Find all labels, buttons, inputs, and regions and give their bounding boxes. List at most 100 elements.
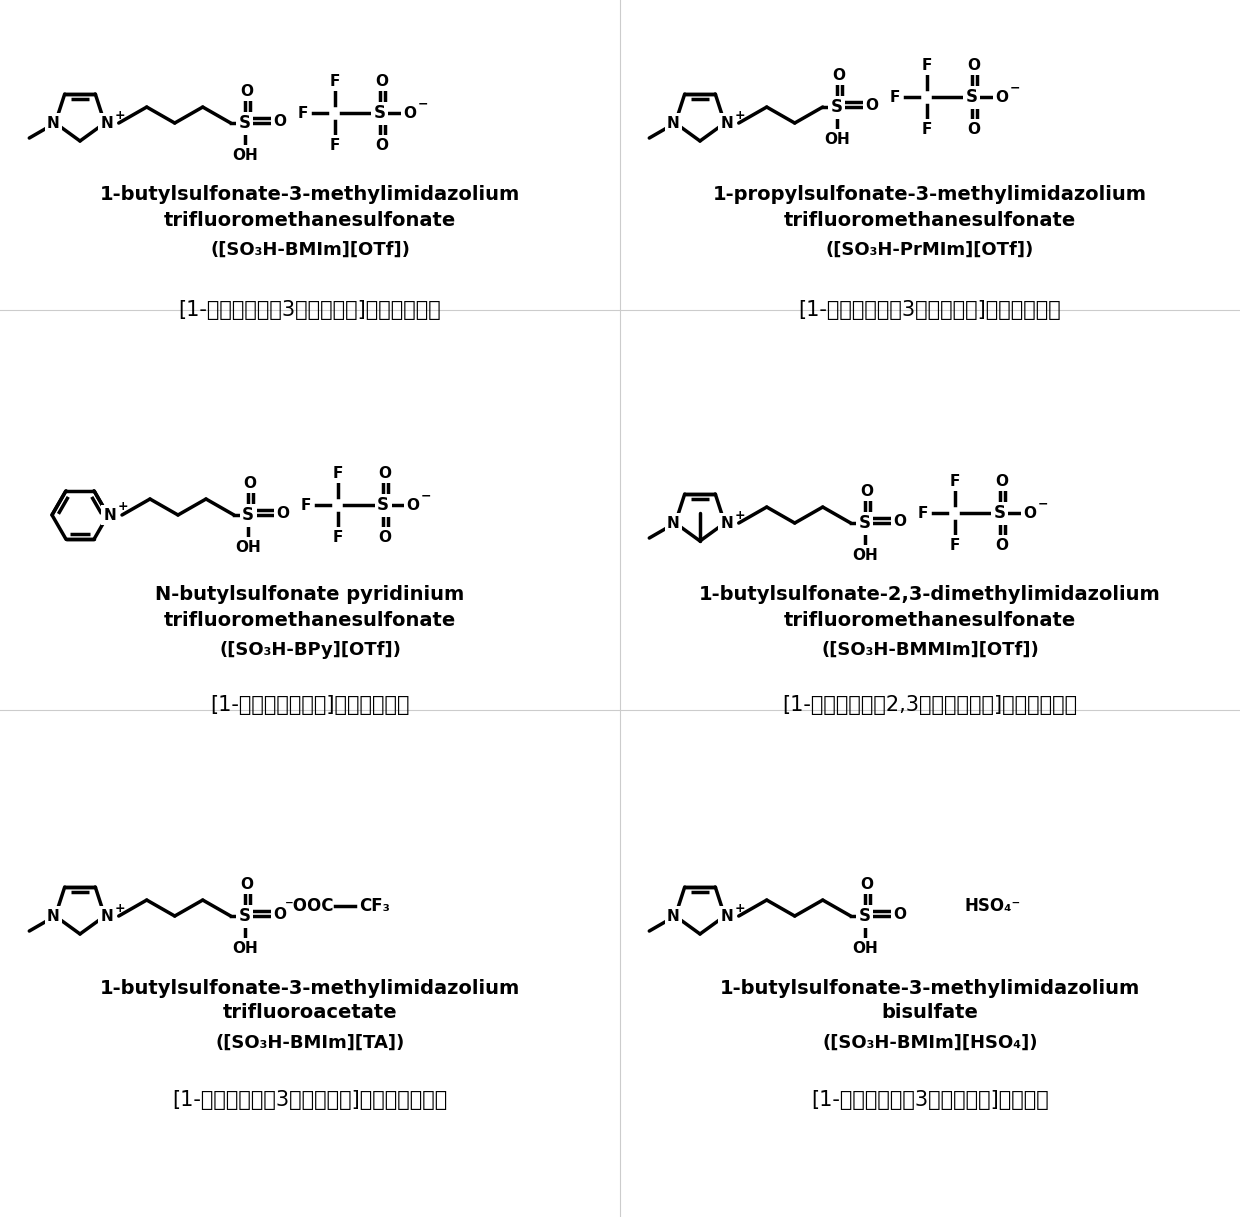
Text: O: O (866, 97, 878, 112)
Text: +: + (735, 108, 745, 122)
Text: [1-丁基磺酸基吠咀]三氟甲磺酸盐: [1-丁基磺酸基吠咀]三氟甲磺酸盐 (211, 695, 409, 716)
Text: 1-butylsulfonate-3-methylimidazolium: 1-butylsulfonate-3-methylimidazolium (100, 185, 520, 204)
Text: N: N (667, 909, 680, 924)
Text: S: S (831, 99, 843, 116)
Text: [1-丁基磺酸基－3－甲基咊咀]三氟甲磺酸盐: [1-丁基磺酸基－3－甲基咊咀]三氟甲磺酸盐 (179, 301, 441, 320)
Text: −: − (1038, 498, 1048, 511)
Text: trifluoromethanesulfonate: trifluoromethanesulfonate (164, 211, 456, 230)
Text: N: N (47, 909, 60, 924)
Text: O: O (378, 529, 392, 544)
Text: OH: OH (232, 147, 258, 163)
Text: trifluoromethanesulfonate: trifluoromethanesulfonate (164, 611, 456, 629)
Text: F: F (918, 505, 928, 521)
Text: O: O (403, 106, 417, 120)
Text: O: O (241, 876, 253, 892)
Text: F: F (332, 465, 343, 481)
Text: N: N (720, 516, 733, 531)
Text: OH: OH (852, 941, 878, 955)
Text: F: F (921, 57, 932, 73)
Text: HSO₄⁻: HSO₄⁻ (965, 897, 1021, 915)
Text: trifluoroacetate: trifluoroacetate (223, 1004, 397, 1022)
Text: 1-butylsulfonate-3-methylimidazolium: 1-butylsulfonate-3-methylimidazolium (100, 978, 520, 998)
Text: [1-丁基磺酸基－3－甲基咊咀]硫酸氢盐: [1-丁基磺酸基－3－甲基咊咀]硫酸氢盐 (811, 1090, 1049, 1110)
Text: −: − (418, 97, 428, 111)
Text: S: S (377, 497, 389, 514)
Text: OH: OH (852, 548, 878, 562)
Text: O: O (1023, 505, 1037, 521)
Text: O: O (967, 122, 981, 136)
Text: ([SO₃H-BMIm][OTf]): ([SO₃H-BMIm][OTf]) (210, 241, 410, 259)
Text: F: F (921, 122, 932, 136)
Text: [1-丁基磺酸基－3－甲基咊咀]三氟甲基乙酸盐: [1-丁基磺酸基－3－甲基咊咀]三氟甲基乙酸盐 (172, 1090, 448, 1110)
Text: N: N (720, 909, 733, 924)
Text: S: S (242, 506, 254, 525)
Text: O: O (893, 514, 906, 528)
Text: N: N (47, 116, 60, 130)
Text: ([SO₃H-BMIm][TA]): ([SO₃H-BMIm][TA]) (216, 1034, 404, 1051)
Text: trifluoromethanesulfonate: trifluoromethanesulfonate (784, 211, 1076, 230)
Text: F: F (950, 473, 960, 488)
Text: +: + (118, 500, 129, 514)
Text: O: O (378, 465, 392, 481)
Text: F: F (332, 529, 343, 544)
Text: O: O (996, 90, 1008, 105)
Text: OH: OH (823, 131, 849, 146)
Text: N: N (667, 116, 680, 130)
Text: −: − (1009, 82, 1021, 95)
Text: S: S (993, 504, 1006, 522)
Text: S: S (859, 907, 870, 925)
Text: ([SO₃H-BMIm][HSO₄]): ([SO₃H-BMIm][HSO₄]) (822, 1034, 1038, 1051)
Text: trifluoromethanesulfonate: trifluoromethanesulfonate (784, 611, 1076, 629)
Text: O: O (407, 498, 419, 512)
Text: CF₃: CF₃ (358, 897, 389, 915)
Text: −: − (422, 489, 432, 503)
Text: F: F (330, 73, 340, 89)
Text: OH: OH (236, 539, 260, 555)
Text: O: O (376, 138, 388, 152)
Text: F: F (301, 498, 311, 512)
Text: N-butylsulfonate pyridinium: N-butylsulfonate pyridinium (155, 585, 465, 605)
Text: ([SO₃H-BMMIm][OTf]): ([SO₃H-BMMIm][OTf]) (821, 641, 1039, 658)
Text: 1-butylsulfonate-2,3-dimethylimidazolium: 1-butylsulfonate-2,3-dimethylimidazolium (699, 585, 1161, 605)
Text: F: F (298, 106, 308, 120)
Text: N: N (667, 516, 680, 531)
Text: +: + (115, 902, 125, 914)
Text: O: O (273, 907, 286, 921)
Text: bisulfate: bisulfate (882, 1004, 978, 1022)
Text: ([SO₃H-BPy][OTf]): ([SO₃H-BPy][OTf]) (219, 641, 401, 658)
Text: O: O (996, 538, 1008, 553)
Text: ([SO₃H-PrMIm][OTf]): ([SO₃H-PrMIm][OTf]) (826, 241, 1034, 259)
Text: O: O (243, 476, 257, 490)
Text: S: S (859, 514, 870, 532)
Text: S: S (966, 88, 977, 106)
Text: OH: OH (232, 941, 258, 955)
Text: S: S (239, 114, 250, 131)
Text: +: + (115, 108, 125, 122)
Text: O: O (861, 483, 873, 499)
Text: O: O (376, 73, 388, 89)
Text: N: N (720, 116, 733, 130)
Text: +: + (735, 902, 745, 914)
Text: O: O (893, 907, 906, 921)
Text: O: O (861, 876, 873, 892)
Text: N: N (100, 116, 113, 130)
Text: O: O (996, 473, 1008, 488)
Text: 1-propylsulfonate-3-methylimidazolium: 1-propylsulfonate-3-methylimidazolium (713, 185, 1147, 204)
Text: O: O (832, 67, 846, 83)
Text: 1-butylsulfonate-3-methylimidazolium: 1-butylsulfonate-3-methylimidazolium (720, 978, 1140, 998)
Text: O: O (241, 84, 253, 99)
Text: +: + (735, 509, 745, 522)
Text: O: O (967, 57, 981, 73)
Text: N: N (100, 909, 113, 924)
Text: F: F (330, 138, 340, 152)
Text: N: N (104, 507, 117, 522)
Text: F: F (950, 538, 960, 553)
Text: S: S (239, 907, 250, 925)
Text: [1-丁基磺酸基－2,3－二甲基咊咀]三氟甲磺酸盐: [1-丁基磺酸基－2,3－二甲基咊咀]三氟甲磺酸盐 (782, 695, 1078, 716)
Text: O: O (277, 505, 289, 521)
Text: F: F (889, 90, 900, 105)
Text: S: S (373, 103, 386, 122)
Text: [1-丙基磺酸基－3－甲基咊咀]三氟甲磺酸盐: [1-丙基磺酸基－3－甲基咊咀]三氟甲磺酸盐 (799, 301, 1061, 320)
Text: O: O (273, 113, 286, 129)
Text: ⁻OOC: ⁻OOC (285, 897, 335, 915)
